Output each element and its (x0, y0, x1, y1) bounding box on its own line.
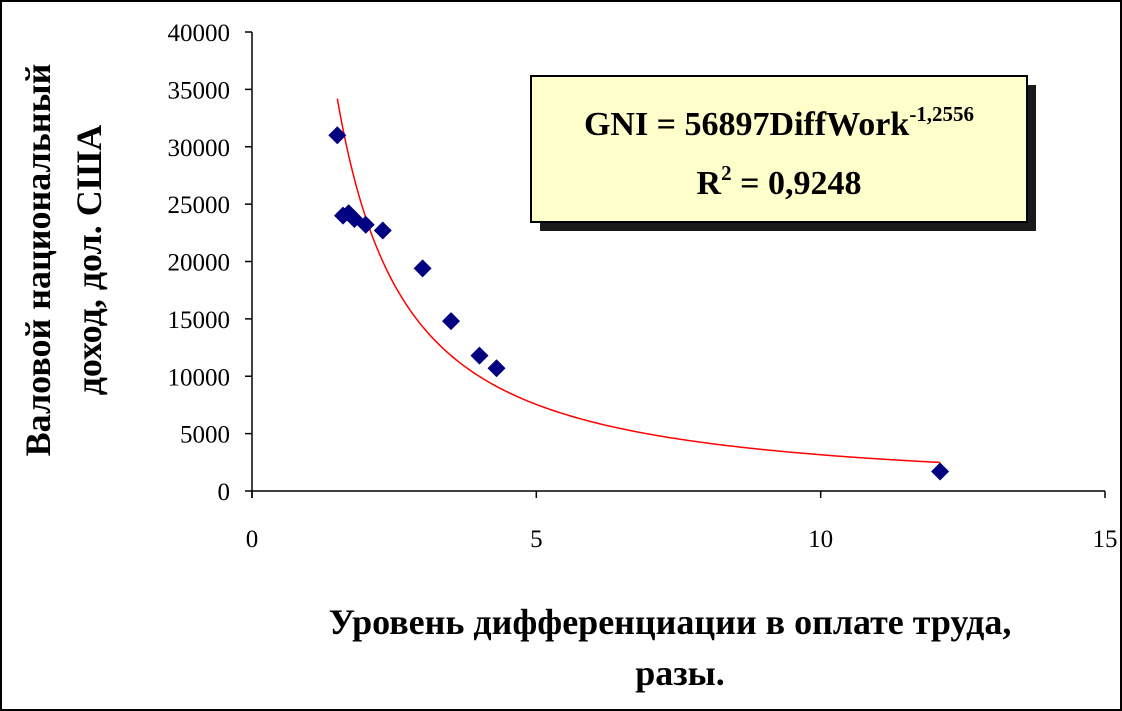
y-tick-label: 40000 (168, 20, 231, 47)
data-point (413, 259, 432, 278)
equation-box-background (530, 75, 1028, 223)
x-tick-label: 0 (246, 526, 259, 553)
r-squared-exponent: 2 (721, 161, 732, 185)
y-tick-label: 30000 (168, 135, 231, 162)
y-tick-label: 35000 (168, 77, 231, 104)
y-tick-label: 15000 (168, 307, 231, 334)
axis-titles: Уровень дифференциации в оплате труда, р… (18, 64, 1011, 693)
r-squared-line: R2 = 0,9248 (697, 161, 862, 202)
data-point (356, 215, 375, 234)
x-axis-title-line-2: разы. (635, 653, 725, 693)
data-point (373, 221, 392, 240)
y-tick-label: 0 (218, 479, 231, 506)
y-axis-title-line-2: доход, дол. США (69, 125, 109, 396)
data-point (470, 346, 489, 365)
x-tick-label: 10 (808, 526, 833, 553)
y-tick-label: 25000 (168, 192, 231, 219)
x-axis-title-line-1: Уровень дифференциации в оплате труда, (329, 602, 1012, 642)
equation-exponent: -1,2556 (909, 102, 974, 126)
trendline (336, 98, 941, 464)
r-squared-label: R (697, 165, 722, 202)
data-point (931, 462, 950, 481)
x-tick-label: 5 (530, 526, 543, 553)
data-points (328, 126, 950, 481)
y-axis-title-line-1: Валовой национальный (18, 64, 58, 457)
data-point (328, 126, 347, 145)
data-point (442, 312, 461, 331)
equation-text: GNI = 56897DiffWork (584, 106, 909, 143)
data-point (487, 359, 506, 378)
equation-line: GNI = 56897DiffWork-1,2556 (584, 102, 974, 143)
r-squared-value: = 0,9248 (732, 165, 862, 202)
trendline-group (336, 98, 941, 464)
x-tick-label: 15 (1093, 526, 1118, 553)
y-tick-label: 20000 (168, 250, 231, 277)
y-tick-label: 10000 (168, 364, 231, 391)
axes: 0 5000 10000 15000 20000 25000 30000 35000 40000… (168, 20, 1118, 553)
equation-box: GNI = 56897DiffWork-1,2556 R2 = 0,9248 (530, 75, 1036, 231)
y-tick-label: 5000 (180, 422, 230, 449)
